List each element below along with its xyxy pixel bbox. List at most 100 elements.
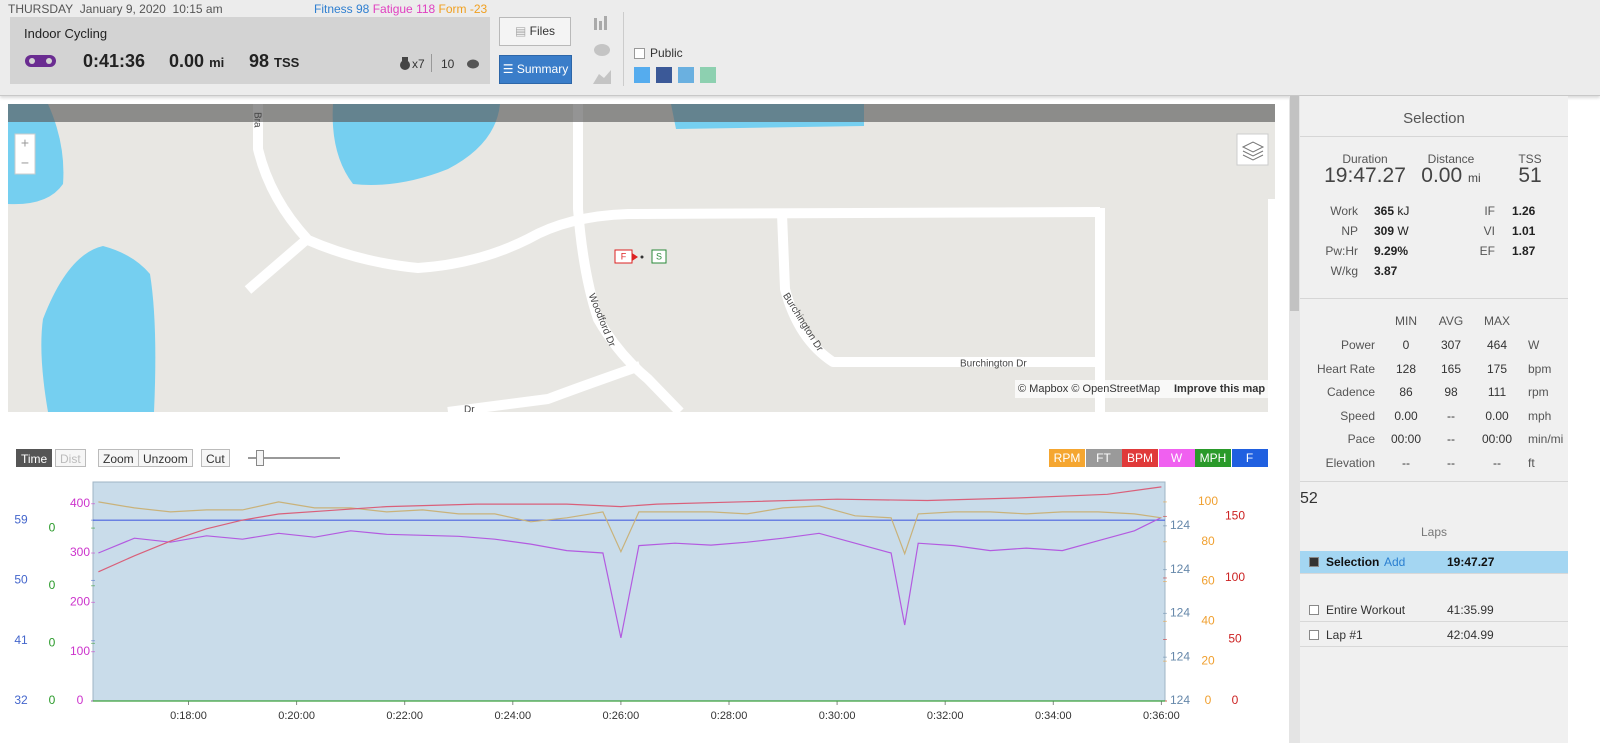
comments-count[interactable]: 10 bbox=[441, 57, 455, 71]
row-unit: bpm bbox=[1528, 361, 1552, 376]
slider-handle[interactable] bbox=[256, 450, 264, 466]
channel-toggle[interactable]: W bbox=[1158, 449, 1195, 467]
lap-name: Selection bbox=[1326, 555, 1380, 569]
badge-count: 5 bbox=[1300, 490, 1309, 507]
map-attribution[interactable]: © Mapbox © OpenStreetMap bbox=[1018, 383, 1160, 395]
cut-button[interactable]: Cut bbox=[201, 449, 230, 467]
y-tick-label: 0 bbox=[49, 578, 56, 592]
lap-row[interactable]: Lap #1 42:04.99 bbox=[1300, 624, 1568, 647]
metric-label: IF bbox=[1484, 204, 1495, 218]
street-label: Burchington Dr bbox=[960, 359, 1027, 370]
row-value: -- bbox=[1402, 456, 1410, 470]
start-marker[interactable]: S bbox=[656, 251, 662, 261]
badge-count: 2 bbox=[1308, 490, 1318, 507]
y-tick-label: 124 bbox=[1170, 518, 1190, 532]
email-share[interactable] bbox=[700, 67, 716, 83]
y-tick-label: 60 bbox=[1201, 574, 1215, 588]
channel-toggle[interactable]: BPM bbox=[1122, 449, 1158, 467]
kudos[interactable]: x7 bbox=[412, 57, 425, 71]
channel-toggle[interactable]: F bbox=[1231, 449, 1268, 467]
row-unit: rpm bbox=[1528, 385, 1549, 400]
finish-marker[interactable]: F bbox=[621, 251, 627, 261]
row-value: 86 bbox=[1399, 385, 1413, 400]
y-tick-label: 150 bbox=[1225, 509, 1245, 523]
channel-toggle[interactable]: FT bbox=[1085, 449, 1122, 467]
channel-toggle[interactable]: RPM bbox=[1049, 449, 1085, 467]
stat-label: TSS bbox=[1518, 152, 1542, 166]
metric-unit: W bbox=[1397, 224, 1409, 238]
table-header: AVG bbox=[1438, 314, 1464, 328]
y-tick-label: 0 bbox=[1232, 693, 1239, 707]
twitter-share[interactable] bbox=[634, 67, 650, 83]
workout-date: THURSDAY January 9, 2020 10:15 am bbox=[8, 2, 223, 16]
y-tick-label: 0 bbox=[49, 636, 56, 650]
row-value: 0.00 bbox=[1394, 408, 1418, 423]
unzoom-button[interactable]: Unzoom bbox=[138, 449, 193, 467]
summary-label: Summary bbox=[516, 62, 569, 76]
series-line bbox=[98, 501, 1162, 556]
lap-checkbox[interactable] bbox=[1309, 630, 1319, 640]
x-tick-label: 0:22:00 bbox=[386, 710, 423, 722]
distance-value: 0.00 bbox=[169, 51, 205, 71]
public-checkbox[interactable] bbox=[634, 48, 645, 59]
stat-label: Duration bbox=[1342, 152, 1388, 166]
row-value: 128 bbox=[1395, 361, 1417, 376]
zoom-button[interactable]: Zoom bbox=[98, 449, 139, 467]
row-unit: mph bbox=[1528, 408, 1552, 423]
y-tick-label: 0 bbox=[77, 693, 84, 707]
metric-value: 1.26 bbox=[1512, 204, 1536, 218]
lap-row[interactable]: Selection Add 19:47.27 bbox=[1300, 551, 1568, 574]
row-value: -- bbox=[1447, 456, 1455, 470]
slider-track[interactable] bbox=[248, 457, 340, 459]
time-toggle[interactable]: Time bbox=[16, 449, 53, 467]
y-tick-label: 0 bbox=[49, 693, 56, 707]
scrollbar[interactable] bbox=[1289, 96, 1300, 743]
y-tick-label: 0 bbox=[49, 520, 56, 534]
metric-number: 309 bbox=[1374, 224, 1395, 238]
lap-checkbox[interactable] bbox=[1309, 605, 1319, 615]
distance-unit: mi bbox=[209, 55, 225, 70]
channel-toggle[interactable]: MPH bbox=[1195, 449, 1231, 467]
row-value: 98 bbox=[1444, 385, 1458, 400]
lap-add[interactable]: Add bbox=[1384, 555, 1406, 569]
files-label: Files bbox=[529, 24, 556, 38]
workout-title: Indoor Cycling bbox=[24, 26, 108, 41]
lap-row[interactable]: Entire Workout 41:35.99 bbox=[1300, 599, 1568, 622]
y-tick-label: 100 bbox=[1225, 570, 1245, 584]
metric-number: 365 bbox=[1374, 204, 1395, 218]
view-icons bbox=[593, 16, 611, 84]
row-value: 0 bbox=[1402, 338, 1410, 352]
stat-label: Distance bbox=[1427, 152, 1475, 166]
date: January 9, 2020 bbox=[79, 2, 166, 16]
y-tick-label: 40 bbox=[1201, 614, 1215, 628]
row-unit: W bbox=[1528, 338, 1540, 352]
row-value: 175 bbox=[1486, 361, 1508, 376]
link-share[interactable] bbox=[678, 67, 694, 83]
files-button[interactable]: ▤ Files bbox=[499, 17, 571, 46]
street-label: Dr bbox=[464, 405, 475, 412]
improve-map-link[interactable]: Improve this map bbox=[1174, 383, 1265, 395]
row-value: -- bbox=[1493, 456, 1501, 470]
row-label: Elevation bbox=[1325, 456, 1375, 470]
x-tick-label: 0:34:00 bbox=[1035, 710, 1072, 722]
workout-distance: 0.00 mi bbox=[169, 51, 224, 72]
summary-button[interactable]: ☰ Summary bbox=[499, 55, 572, 84]
lap-checkbox[interactable] bbox=[1309, 557, 1319, 567]
row-unit: min/mi bbox=[1528, 432, 1564, 447]
row-value: 00:00 bbox=[1481, 432, 1513, 447]
row-label: Power bbox=[1340, 338, 1375, 352]
lap-time: 41:35.99 bbox=[1447, 603, 1494, 617]
map[interactable]: Bra Woodford Dr Burchington Dr Burchingt… bbox=[8, 104, 1275, 412]
x-tick-label: 0:20:00 bbox=[278, 710, 315, 722]
tss-value: 98 bbox=[249, 51, 270, 71]
facebook-share[interactable] bbox=[656, 67, 672, 83]
stat-value: 19:47.27 bbox=[1305, 164, 1425, 188]
series-line bbox=[98, 486, 1162, 573]
y-tick-label: 59 bbox=[14, 512, 28, 526]
dist-toggle[interactable]: Dist bbox=[55, 449, 86, 467]
divider bbox=[623, 12, 624, 86]
row-value: 00:00 bbox=[1390, 432, 1422, 447]
scroll-thumb[interactable] bbox=[1290, 96, 1299, 311]
y-tick-label: 20 bbox=[1201, 653, 1215, 667]
